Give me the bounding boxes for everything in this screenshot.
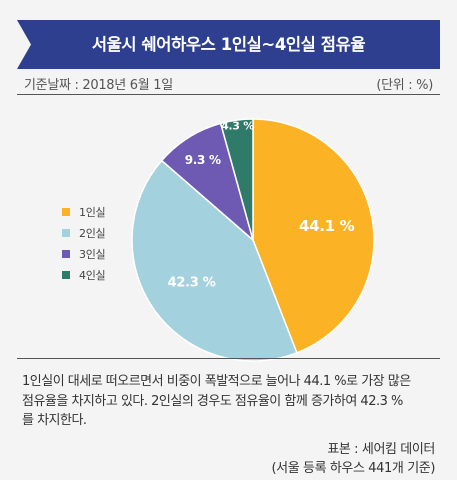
title-banner: 서울시 쉐어하우스 1인실~4인실 점유율	[17, 20, 440, 69]
legend-item-4: 4인실	[62, 265, 106, 285]
description: 1인실이 대세로 떠오르면서 비중이 폭발적으로 늘어나 44.1 %로 가장 …	[22, 372, 442, 431]
chart-title: 서울시 쉐어하우스 1인실~4인실 점유율	[91, 35, 366, 54]
pie-slice-1	[252, 118, 375, 354]
slice-label-3: 9.3 %	[185, 153, 221, 167]
chart-legend: 1인실 2인실 3인실 4인실	[62, 202, 106, 286]
legend-label-1: 1인실	[79, 206, 106, 219]
legend-item-3: 3인실	[62, 244, 106, 264]
legend-label-3: 3인실	[79, 248, 106, 261]
description-line-1: 1인실이 대세로 떠오르면서 비중이 폭발적으로 늘어나 44.1 %로 가장 …	[22, 374, 411, 389]
source-note: 표본 : 세어킴 데이터 (서울 등록 하우스 441개 기준)	[272, 440, 436, 478]
reference-date: 기준날짜 : 2018년 6월 1일	[24, 78, 173, 93]
legend-item-2: 2인실	[62, 223, 106, 243]
unit-label: (단위 : %)	[376, 78, 433, 93]
source-line-1: 표본 : 세어킴 데이터	[327, 442, 435, 457]
top-divider	[17, 94, 440, 95]
legend-swatch-2	[62, 229, 70, 237]
legend-label-2: 2인실	[79, 227, 106, 240]
description-line-2: 점유율을 차지하고 있다. 2인실의 경우도 점유율이 함께 증가하여 42.3…	[22, 393, 403, 409]
legend-swatch-1	[62, 208, 70, 216]
slice-label-1: 44.1 %	[299, 217, 355, 235]
slice-label-4: 4.3 %	[221, 120, 254, 133]
description-line-3: 를 차지한다.	[22, 413, 87, 428]
legend-swatch-3	[62, 250, 70, 258]
slice-label-2: 42.3 %	[168, 276, 216, 291]
pie-slice-4	[219, 118, 254, 241]
source-line-2: (서울 등록 하우스 441개 기준)	[271, 461, 436, 476]
pie-slice-2	[131, 159, 298, 362]
legend-item-1: 1인실	[62, 202, 106, 222]
bottom-divider	[17, 358, 440, 359]
legend-label-4: 4인실	[79, 269, 106, 282]
legend-swatch-4	[62, 271, 70, 279]
